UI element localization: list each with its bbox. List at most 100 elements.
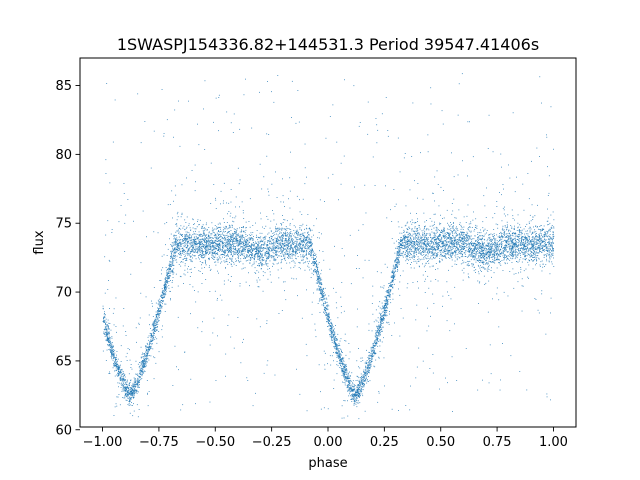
data-point	[485, 268, 487, 270]
data-point	[495, 250, 497, 252]
data-point	[506, 221, 508, 223]
data-point	[259, 240, 261, 242]
data-point	[521, 240, 522, 242]
data-point	[535, 264, 536, 266]
data-point	[114, 352, 116, 354]
data-point	[424, 256, 426, 258]
data-point	[106, 321, 108, 323]
data-point	[292, 248, 293, 250]
data-point	[158, 308, 160, 310]
data-point	[274, 374, 276, 376]
data-point	[306, 258, 308, 260]
data-point	[496, 201, 498, 202]
data-point	[257, 249, 258, 251]
data-point	[538, 236, 540, 238]
data-point	[475, 245, 477, 246]
data-point	[435, 250, 437, 252]
data-point	[268, 252, 270, 253]
data-point	[217, 231, 219, 232]
data-point	[123, 390, 124, 392]
data-point	[232, 241, 233, 243]
data-point	[187, 241, 188, 243]
data-point	[216, 253, 218, 254]
data-point	[265, 247, 267, 249]
data-point	[548, 175, 550, 177]
data-point	[381, 330, 382, 332]
data-point	[368, 365, 370, 367]
data-point	[466, 260, 468, 262]
data-point	[522, 249, 524, 251]
data-point	[501, 233, 503, 234]
data-point	[242, 263, 244, 265]
data-point	[328, 322, 329, 324]
data-point	[189, 259, 191, 260]
data-point	[480, 260, 482, 262]
data-point	[139, 317, 141, 319]
data-point	[344, 333, 346, 335]
data-point	[122, 387, 124, 389]
data-point	[233, 263, 235, 265]
data-point	[325, 312, 327, 313]
data-point	[346, 370, 348, 372]
data-point	[305, 248, 307, 249]
data-point	[176, 241, 178, 243]
data-point	[154, 321, 156, 323]
data-point	[257, 252, 259, 254]
data-point	[210, 162, 212, 164]
data-point	[310, 229, 311, 231]
data-point	[219, 248, 221, 250]
data-point	[452, 225, 454, 227]
data-point	[489, 250, 491, 252]
data-point	[456, 259, 458, 261]
data-point	[404, 244, 406, 246]
data-point	[204, 80, 206, 82]
data-point	[136, 390, 138, 392]
data-point	[317, 278, 318, 280]
data-point	[460, 252, 462, 254]
data-point	[425, 236, 426, 238]
data-point	[302, 250, 304, 252]
data-point	[392, 277, 393, 279]
data-point	[291, 240, 293, 242]
data-point	[516, 254, 518, 256]
data-point	[285, 226, 287, 227]
data-point	[512, 112, 514, 114]
data-point	[232, 244, 234, 245]
data-point	[141, 362, 143, 363]
data-point	[212, 230, 214, 232]
data-point	[168, 275, 170, 276]
data-point	[294, 232, 296, 233]
data-point	[288, 253, 290, 255]
data-point	[418, 236, 420, 238]
data-point	[225, 261, 227, 262]
data-point	[313, 225, 315, 227]
data-point	[104, 334, 106, 335]
data-point	[504, 226, 506, 228]
data-point	[543, 240, 544, 242]
data-point	[277, 248, 279, 250]
data-point	[471, 253, 473, 255]
data-point	[164, 294, 166, 296]
data-point	[479, 253, 481, 254]
data-point	[530, 256, 532, 257]
data-point	[540, 244, 542, 246]
data-point	[296, 230, 297, 232]
data-point	[289, 256, 291, 258]
data-point	[387, 304, 389, 305]
data-point	[390, 302, 392, 304]
data-point	[460, 234, 462, 236]
data-point	[295, 251, 297, 252]
data-point	[195, 181, 196, 183]
data-point	[462, 237, 463, 239]
data-point	[201, 245, 202, 247]
data-point	[168, 263, 170, 265]
data-point	[115, 363, 117, 365]
data-point	[173, 136, 174, 138]
data-point	[262, 240, 264, 242]
data-point	[202, 321, 203, 323]
data-point	[409, 249, 411, 251]
data-point	[289, 207, 291, 209]
data-point	[354, 385, 355, 387]
data-point	[212, 245, 214, 246]
